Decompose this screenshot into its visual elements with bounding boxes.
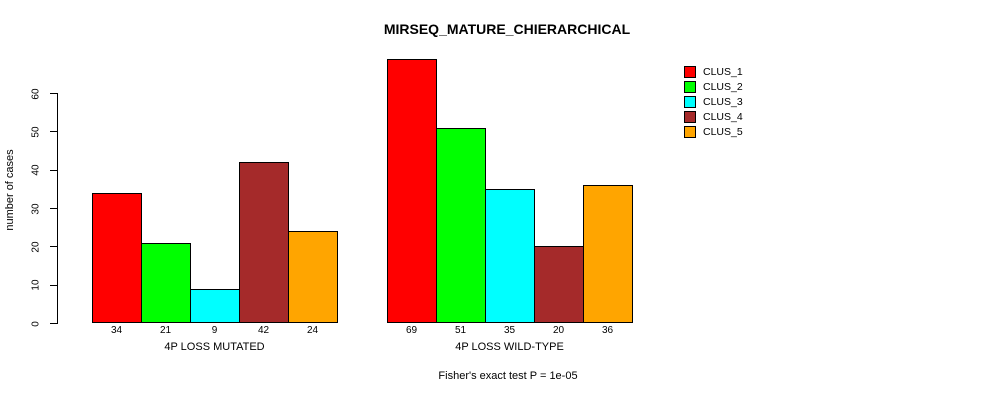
legend-item: CLUS_2 [684,81,743,93]
bar-value-label: 20 [552,325,565,336]
x-category-label: 4P LOSS MUTATED [164,341,265,353]
legend-item: CLUS_1 [684,66,743,78]
bar-clus_3 [190,288,240,323]
legend-item: CLUS_3 [684,96,743,108]
bar-clus_1 [387,58,437,323]
y-tick-label: 0 [30,320,42,327]
bar-value-label: 36 [601,325,614,336]
y-axis-label: number of cases [4,149,16,231]
legend-swatch [684,66,696,78]
bar-value-label: 21 [159,325,172,336]
y-tick [50,93,57,94]
y-tick [50,246,57,248]
legend-label: CLUS_1 [703,66,743,78]
chart-title: MIRSEQ_MATURE_CHIERARCHICAL [383,21,631,37]
y-tick-label: 20 [30,241,42,253]
bar-clus_5 [288,231,338,323]
y-tick-label: 30 [30,202,42,215]
legend-swatch [684,111,696,123]
y-tick-label: 60 [30,87,42,100]
y-tick-label: 10 [30,279,42,291]
bar-clus_4 [534,246,584,323]
bar-clus_2 [436,127,486,323]
bar-clus_1 [92,192,142,323]
bar-value-label: 51 [454,325,467,336]
bar-value-label: 69 [405,325,418,336]
bar-value-label: 34 [110,325,123,336]
bar-value-label: 42 [257,325,270,336]
legend-label: CLUS_5 [703,126,743,138]
y-tick [50,208,57,209]
y-tick [50,169,57,171]
legend-label: CLUS_4 [703,111,743,123]
y-axis-line [57,93,58,324]
y-tick-label: 40 [30,164,42,176]
bar-value-label: 35 [503,325,516,336]
legend-label: CLUS_3 [703,96,743,108]
bar-clus_3 [485,188,535,323]
legend-swatch [684,96,696,108]
legend-label: CLUS_2 [703,81,743,93]
x-category-label: 4P LOSS WILD-TYPE [455,341,564,353]
bar-value-label: 9 [211,325,218,336]
legend-item: CLUS_5 [684,126,743,138]
y-tick [50,323,57,324]
y-tick-label: 50 [30,126,42,138]
y-tick [50,284,57,286]
bar-value-label: 24 [306,325,319,336]
bar-clus_5 [583,185,633,323]
bar-clus_4 [239,162,289,323]
bar-clus_2 [141,242,191,323]
legend-swatch [684,126,696,138]
footnote: Fisher's exact test P = 1e-05 [438,370,578,382]
legend-item: CLUS_4 [684,111,743,123]
legend: CLUS_1 CLUS_2 CLUS_3 CLUS_4 CLUS_5 [684,66,743,138]
y-tick [50,131,57,133]
legend-swatch [684,81,696,93]
